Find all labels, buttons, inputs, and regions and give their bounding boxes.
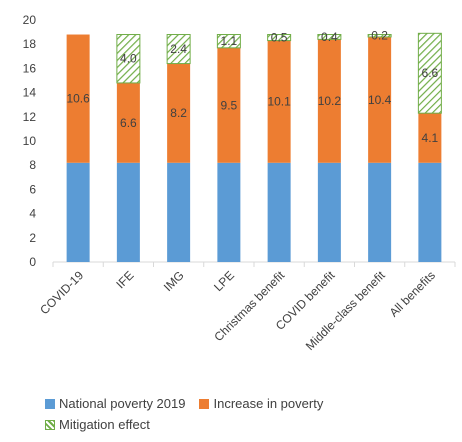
bar-segment-national-poverty-2019 — [116, 162, 140, 262]
bar-segment-increase-in-poverty — [116, 82, 140, 163]
bar-segment-increase-in-poverty — [368, 36, 392, 163]
data-label: 6.6 — [120, 116, 137, 130]
bar-segment-increase-in-poverty — [418, 113, 442, 163]
bar-segment-national-poverty-2019 — [317, 162, 341, 262]
data-label: 10.1 — [267, 95, 291, 109]
data-label: 0.5 — [271, 31, 288, 45]
legend-swatch-increase-in-poverty — [199, 398, 210, 409]
legend-label-increase-in-poverty: Increase in poverty — [213, 396, 324, 411]
x-tick-label: LPE — [211, 268, 237, 294]
y-tick-label: 0 — [29, 255, 36, 269]
bar-segment-mitigation-effect — [267, 34, 292, 42]
bar-segment-mitigation-effect — [166, 34, 191, 65]
bar-segment-increase-in-poverty — [167, 63, 191, 163]
data-label: 9.5 — [221, 98, 238, 112]
legend-row-1: National poverty 2019 Increase in povert… — [45, 393, 455, 414]
bar-segment-mitigation-effect — [216, 34, 241, 49]
data-label: 6.6 — [422, 66, 439, 80]
legend: National poverty 2019 Increase in povert… — [45, 393, 455, 435]
legend-label-national-poverty: National poverty 2019 — [59, 396, 186, 411]
bar-segment-increase-in-poverty — [267, 40, 291, 163]
bar-segment-increase-in-poverty — [317, 39, 341, 163]
data-label: 8.2 — [170, 106, 187, 120]
y-tick-label: 12 — [23, 110, 37, 124]
legend-item-increase-in-poverty: Increase in poverty — [199, 396, 323, 411]
bar-segment-national-poverty-2019 — [66, 162, 90, 262]
bar-segment-increase-in-poverty — [66, 34, 90, 163]
bar-segment-mitigation-effect — [367, 34, 392, 38]
legend-label-mitigation-effect: Mitigation effect — [59, 417, 150, 432]
legend-item-mitigation-effect: Mitigation effect — [45, 417, 150, 432]
data-label: 2.4 — [170, 42, 187, 56]
bar-segment-mitigation-effect — [116, 34, 141, 84]
x-tick-label: IFE — [113, 268, 136, 291]
data-label: 4.1 — [422, 131, 439, 145]
y-tick-label: 18 — [23, 37, 37, 51]
bar-segment-national-poverty-2019 — [368, 162, 392, 262]
y-tick-label: 10 — [23, 134, 37, 148]
data-labels: 10.6 6.6 4.0 8.2 2.4 9.5 1.1 10.1 0.5 10.2 0.4 10.4… — [66, 29, 438, 145]
legend-swatch-national-poverty — [45, 398, 55, 409]
x-tick-label: COVID-19 — [37, 268, 86, 317]
x-tick-label: All benefits — [387, 268, 438, 319]
data-label: 10.2 — [318, 94, 342, 108]
data-label: 1.1 — [221, 34, 238, 48]
y-tick-label: 16 — [23, 61, 37, 75]
data-label: 4.0 — [120, 52, 137, 66]
y-tick-label: 8 — [29, 158, 36, 172]
bar-segment-national-poverty-2019 — [418, 162, 442, 262]
y-tick-label: 4 — [29, 207, 36, 221]
y-tick-label: 2 — [29, 231, 36, 245]
bar-segment-national-poverty-2019 — [267, 162, 291, 262]
x-tick-label: IMG — [161, 268, 187, 294]
bars — [66, 32, 442, 262]
y-tick-label: 20 — [23, 13, 37, 27]
bar-segment-increase-in-poverty — [217, 47, 241, 163]
data-label: 10.6 — [66, 92, 90, 106]
legend-row-2: Mitigation effect — [45, 414, 455, 435]
data-label: 10.4 — [368, 93, 392, 107]
data-label: 0.4 — [321, 30, 338, 44]
y-tick-label: 6 — [29, 182, 36, 196]
bar-segment-mitigation-effect — [417, 32, 442, 114]
data-label: 0.2 — [371, 29, 388, 43]
bar-segment-mitigation-effect — [317, 34, 342, 40]
legend-item-national-poverty: National poverty 2019 — [45, 396, 185, 411]
bar-segment-national-poverty-2019 — [217, 162, 241, 262]
bar-segment-national-poverty-2019 — [167, 162, 191, 262]
legend-swatch-mitigation-effect — [45, 419, 55, 430]
y-tick-label: 14 — [23, 86, 37, 100]
